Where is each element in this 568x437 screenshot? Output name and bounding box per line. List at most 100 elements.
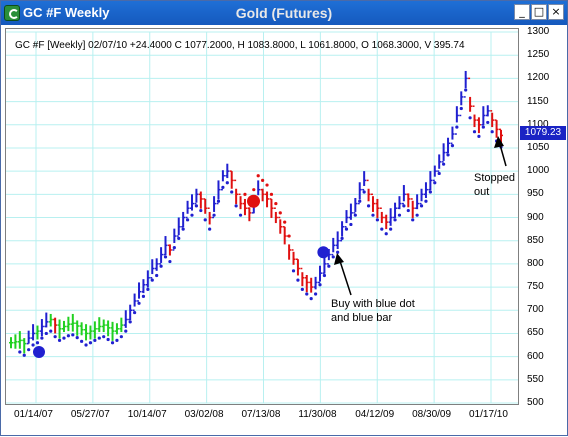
stop-dot — [84, 343, 88, 347]
stop-dot — [22, 353, 26, 357]
stop-dot — [141, 294, 146, 298]
stop-dot — [199, 208, 203, 213]
stop-dot — [428, 190, 432, 194]
y-tick-label: 600 — [527, 350, 544, 362]
close-button[interactable]: × — [548, 4, 564, 20]
stop-dot — [53, 335, 57, 339]
stop-dot — [18, 350, 22, 354]
y-tick-label: 500 — [527, 397, 544, 408]
stop-dot — [238, 213, 243, 217]
stop-dot — [477, 134, 481, 138]
stop-dot — [331, 255, 335, 259]
stop-dot — [313, 292, 318, 296]
stop-dot — [66, 334, 70, 338]
y-tick-label: 650 — [527, 327, 544, 339]
y-tick-label: 1250 — [527, 49, 550, 61]
stop-dot — [344, 227, 349, 231]
y-tick-label: 1050 — [527, 141, 550, 153]
stop-dot — [455, 125, 459, 129]
stop-dot — [406, 208, 410, 213]
x-tick-label: 05/27/07 — [70, 409, 110, 420]
stop-dot — [472, 130, 477, 134]
maximize-button[interactable]: □ — [531, 4, 547, 20]
stop-dot — [318, 283, 322, 287]
x-tick-label: 11/30/08 — [298, 409, 337, 420]
stop-dot — [208, 227, 212, 231]
title-bar[interactable]: GC #F Weekly Gold (Futures) _ □ × — [1, 1, 567, 25]
stop-dot — [221, 185, 225, 189]
stop-dot — [287, 234, 291, 238]
stop-dot — [437, 171, 441, 176]
x-tick-label: 01/17/10 — [469, 409, 508, 420]
y-tick-label: 800 — [527, 257, 544, 269]
stop-dot — [393, 218, 397, 222]
stop-dot — [358, 199, 362, 203]
stop-dot — [424, 199, 428, 203]
stop-dot — [71, 333, 75, 337]
stopped-arrow-head — [494, 136, 504, 148]
buy-annotation-line-2: and blue bar — [331, 312, 393, 324]
stop-dot — [194, 204, 199, 208]
stop-dot — [168, 259, 172, 264]
stop-dot — [110, 341, 115, 345]
y-tick-label: 1150 — [527, 95, 549, 107]
stop-dot — [481, 125, 485, 129]
y-tick-label: 900 — [527, 211, 544, 223]
buy-arrow-head — [334, 253, 344, 265]
stop-dot — [450, 144, 455, 148]
stop-dot — [163, 255, 168, 259]
stop-dot — [340, 236, 344, 240]
y-tick-label: 1000 — [527, 165, 550, 177]
stop-dot — [93, 338, 97, 342]
y-tick-label: 700 — [527, 304, 544, 316]
buy-annotation: Buy with blue dot and blue bar — [331, 297, 415, 325]
stop-dot — [490, 130, 494, 134]
stop-dot — [278, 211, 282, 215]
window-title: GC #F Weekly — [23, 5, 110, 20]
stop-dot — [362, 190, 366, 194]
stop-dot — [234, 204, 238, 208]
stopped-annotation-line-1: Stopped — [474, 172, 515, 184]
stop-dot — [80, 339, 84, 343]
stop-dot — [274, 201, 278, 206]
stop-dot — [243, 192, 247, 196]
stop-dot — [27, 348, 31, 352]
stop-dot — [269, 192, 274, 196]
stop-dot — [464, 88, 468, 92]
x-tick-label: 01/14/07 — [14, 409, 53, 420]
stop-dot — [119, 335, 123, 339]
x-tick-label: 08/30/09 — [412, 409, 452, 420]
stop-dot — [397, 213, 402, 217]
stop-dot — [225, 181, 229, 185]
stop-dot — [31, 343, 35, 347]
stop-dot — [133, 310, 137, 315]
x-tick-label: 07/13/08 — [241, 409, 281, 420]
stop-dot — [177, 236, 181, 240]
stop-dot — [384, 232, 388, 236]
stop-dot — [353, 213, 357, 217]
stop-dot — [322, 273, 327, 278]
stop-dot — [230, 190, 234, 194]
stop-dot — [212, 213, 216, 217]
stop-dot — [389, 227, 393, 231]
stop-dot — [402, 204, 406, 208]
y-tick-label: 1300 — [527, 26, 550, 37]
stop-dot — [49, 329, 53, 333]
chart-title: Gold (Futures) — [235, 5, 333, 21]
stop-dot — [88, 341, 93, 345]
stop-dot — [336, 250, 340, 254]
stop-dot — [419, 204, 424, 208]
stop-dot — [57, 338, 62, 342]
stop-dot — [283, 220, 287, 224]
minimize-button[interactable]: _ — [514, 4, 530, 20]
stop-dot — [468, 116, 472, 120]
stop-dot — [261, 178, 265, 182]
stop-dot — [137, 301, 141, 305]
stop-dot — [375, 218, 379, 222]
stop-dot — [265, 183, 269, 187]
stop-dot — [124, 329, 128, 333]
stop-dot — [300, 287, 304, 291]
last-price-tag: 1079.23 — [520, 126, 566, 140]
stop-dot — [309, 297, 313, 301]
stop-dot — [115, 338, 119, 342]
